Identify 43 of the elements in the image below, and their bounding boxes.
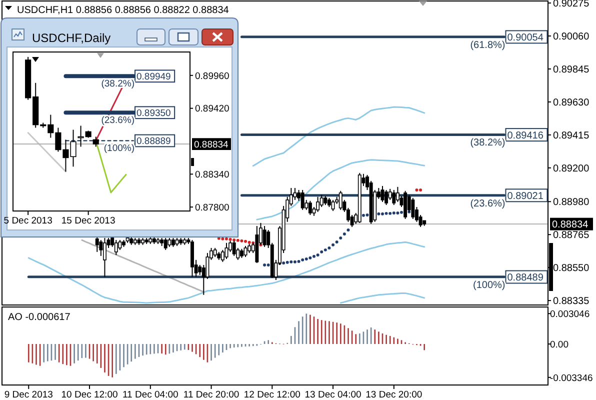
chart-title: USDCHF,H1 0.88856 0.88856 0.88822 0.88834 (17, 5, 230, 16)
y-tick-label: 0.88550 (553, 263, 590, 274)
x-tick-label: 12 Dec 12:00 (244, 390, 300, 400)
y-tick-label: 0.00 (550, 339, 568, 350)
y-tick-label: 0.89845 (553, 64, 590, 76)
x-tick-label: 10 Dec 12:00 (61, 390, 118, 400)
series-label: (100%) (104, 143, 135, 154)
y-tick-label: 0.89630 (553, 98, 590, 109)
x-tick-label: 9 Dec 2013 (4, 390, 53, 400)
ref-line-label: 0.88834 (194, 139, 228, 150)
y-tick-label: 0.89415 (553, 130, 590, 142)
series-label: (23.6%) (470, 198, 506, 210)
x-tick-label: 15 Dec 2013 (61, 216, 116, 226)
y-tick-label: 0.89420 (195, 104, 230, 115)
x-tick-label: 13 Dec 20:00 (366, 390, 422, 400)
y-tick-label: 0.88340 (195, 170, 230, 181)
y-tick-label: 0.003046 (550, 309, 590, 320)
data-label: 0.88889 (136, 136, 171, 148)
data-label: 0.88489 (507, 272, 544, 284)
ref-line-label: 0.88834 (552, 220, 589, 231)
y-tick-label: -0.003346 (550, 372, 593, 384)
y-tick-label: 0.90060 (553, 32, 590, 43)
y-tick-label: 0.88765 (553, 230, 590, 242)
y-tick-label: 0.89200 (553, 163, 590, 174)
data-label: 0.89021 (507, 190, 544, 202)
data-label: 0.89949 (136, 71, 171, 82)
x-tick-label: 11 Dec 20:00 (183, 390, 240, 400)
series-label: (38.2%) (470, 138, 506, 149)
x-tick-label: 11 Dec 04:00 (122, 390, 178, 400)
series-label: (61.8%) (470, 40, 506, 51)
data-label: 0.90054 (507, 32, 544, 44)
y-tick-label: 0.88335 (553, 296, 590, 308)
text: AO -0.000617 (8, 312, 71, 323)
chart-title: USDCHF,Daily (32, 31, 111, 45)
y-tick-label: 0.90275 (553, 0, 590, 10)
y-tick-label: 0.88980 (553, 197, 590, 208)
y-tick-label: 0.89960 (195, 70, 230, 82)
x-tick-label: 5 Dec 2013 (4, 216, 52, 226)
data-label: 0.89350 (136, 108, 171, 119)
series-label: (100%) (472, 280, 506, 291)
data-label: 0.89416 (507, 130, 544, 142)
x-tick-label: 13 Dec 04:00 (304, 390, 362, 400)
y-tick-label: 0.87800 (195, 202, 230, 214)
